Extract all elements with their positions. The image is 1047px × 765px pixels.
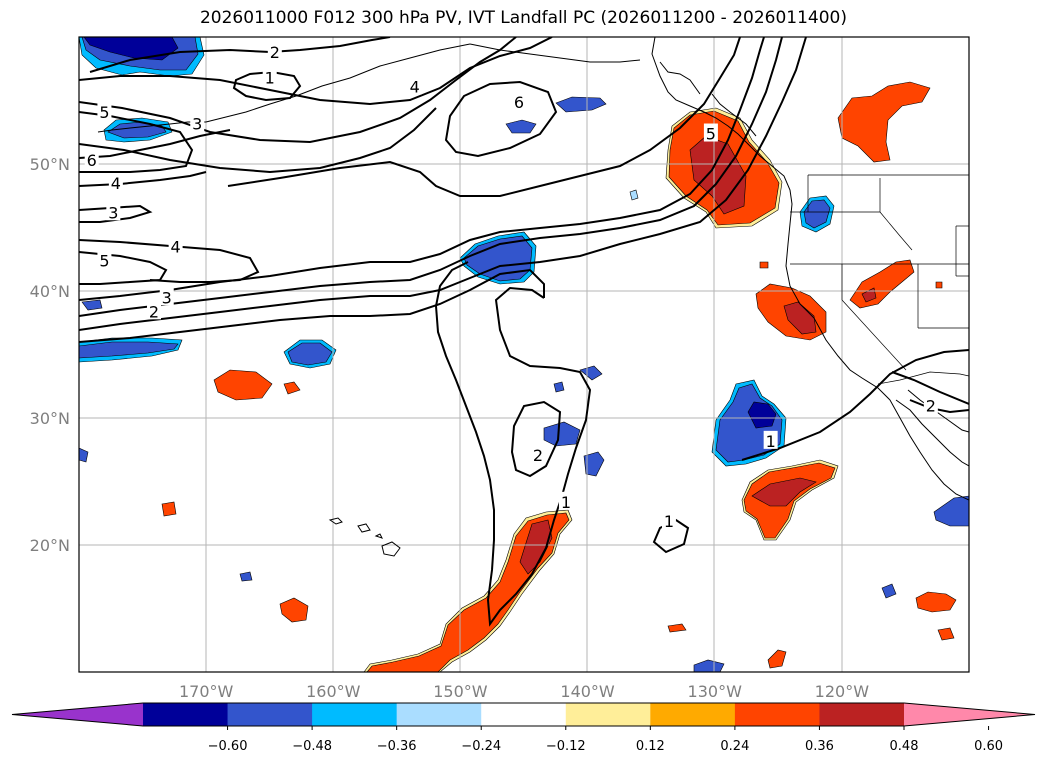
colorbar-segment bbox=[565, 703, 651, 726]
positive-anomaly-shading bbox=[161, 81, 957, 672]
contour-label-halo bbox=[97, 250, 112, 269]
contour-label-halo bbox=[763, 430, 778, 449]
pv-contours bbox=[79, 37, 969, 627]
lon-tick-label: 170°W bbox=[179, 682, 234, 701]
contour-label: 6 bbox=[514, 93, 524, 112]
contour-label-halo bbox=[530, 444, 545, 463]
figure-title: 2026011000 F012 300 hPa PV, IVT Landfall… bbox=[199, 8, 847, 28]
contour-label: 4 bbox=[410, 78, 420, 97]
contour-label-halo bbox=[703, 123, 718, 142]
contour-label-halo bbox=[106, 202, 121, 221]
contour-label: 1 bbox=[766, 432, 776, 451]
colorbar-segment bbox=[734, 703, 820, 726]
lon-tick-label: 160°W bbox=[306, 682, 361, 701]
contour-label: 5 bbox=[706, 125, 716, 144]
colorbar-segment bbox=[396, 703, 482, 726]
colorbar-tick-label: −0.48 bbox=[292, 739, 332, 754]
colorbar-segment bbox=[481, 703, 567, 726]
contour-label-halo bbox=[84, 150, 99, 169]
contour-label-halo bbox=[267, 42, 282, 61]
colorbar-tick-label: −0.12 bbox=[546, 739, 586, 754]
contour-label-halo bbox=[558, 491, 573, 510]
state-borders bbox=[790, 174, 969, 385]
contour-label: 4 bbox=[171, 238, 181, 257]
map-frame bbox=[78, 36, 970, 673]
colorbar-extend-low bbox=[12, 703, 143, 726]
contour-label-halo bbox=[511, 91, 526, 110]
colorbar-segment bbox=[312, 703, 398, 726]
contour-label: 4 bbox=[111, 174, 121, 193]
contour-label-halo bbox=[661, 510, 676, 529]
colorbar-tick-label: 0.60 bbox=[974, 739, 1003, 754]
contour-label: 3 bbox=[108, 203, 118, 222]
contour-label: 6 bbox=[87, 151, 97, 170]
contour-label: 1 bbox=[265, 69, 275, 88]
lat-tick-label: 20°N bbox=[30, 536, 70, 555]
colorbar-segment bbox=[227, 703, 313, 726]
lat-tick-label: 50°N bbox=[30, 155, 70, 174]
colorbar-tick-label: 0.24 bbox=[720, 739, 749, 754]
lon-tick-label: 150°W bbox=[433, 682, 488, 701]
contour-label-halo bbox=[190, 113, 205, 132]
contour-label-halo bbox=[159, 287, 174, 306]
contour-label-halo bbox=[407, 76, 422, 95]
lon-tick-label: 140°W bbox=[560, 682, 615, 701]
contour-label: 2 bbox=[926, 396, 936, 415]
colorbar-segment bbox=[143, 703, 229, 726]
colorbar-tick-label: −0.36 bbox=[377, 739, 417, 754]
contour-label-halo bbox=[168, 236, 183, 255]
map-gridlines bbox=[79, 37, 969, 672]
colorbar-segment bbox=[650, 703, 736, 726]
contour-label: 1 bbox=[664, 512, 674, 531]
contour-label: 2 bbox=[533, 446, 543, 465]
contour-label: 3 bbox=[162, 288, 172, 307]
contour-label: 3 bbox=[192, 114, 202, 133]
colorbar-tick-label: 0.12 bbox=[636, 739, 665, 754]
lat-tick-label: 40°N bbox=[30, 282, 70, 301]
contour-label-halo bbox=[923, 395, 938, 414]
contour-label-halo bbox=[262, 67, 277, 86]
colorbar-tick-label: −0.60 bbox=[208, 739, 248, 754]
colorbar-tick-label: −0.24 bbox=[461, 739, 501, 754]
lon-tick-label: 120°W bbox=[815, 682, 870, 701]
colorbar: −0.60 −0.48 −0.36 −0.24 −0.12 0.12 0.24 0.36 0.4… bbox=[11, 702, 1036, 754]
contour-label-halo bbox=[97, 101, 112, 120]
contour-label: 2 bbox=[270, 43, 280, 62]
latitude-tick-labels: 20°N 30°N 40°N 50°N bbox=[30, 155, 70, 555]
contour-label: 5 bbox=[99, 252, 109, 271]
contour-label-halo bbox=[147, 301, 162, 320]
colorbar-tick-label: 0.48 bbox=[890, 739, 919, 754]
colorbar-extend-high bbox=[904, 703, 1035, 726]
contour-label-halo bbox=[108, 173, 123, 192]
contour-label: 2 bbox=[149, 302, 159, 321]
lat-tick-label: 30°N bbox=[30, 409, 70, 428]
longitude-tick-labels: 170°W 160°W 150°W 140°W 130°W 120°W bbox=[179, 682, 869, 701]
contour-label: 1 bbox=[561, 493, 571, 512]
contour-label: 5 bbox=[99, 103, 109, 122]
colorbar-segment bbox=[819, 703, 905, 726]
colorbar-outline bbox=[11, 702, 1036, 727]
colorbar-tick-label: 0.36 bbox=[805, 739, 834, 754]
lon-tick-label: 130°W bbox=[688, 682, 743, 701]
